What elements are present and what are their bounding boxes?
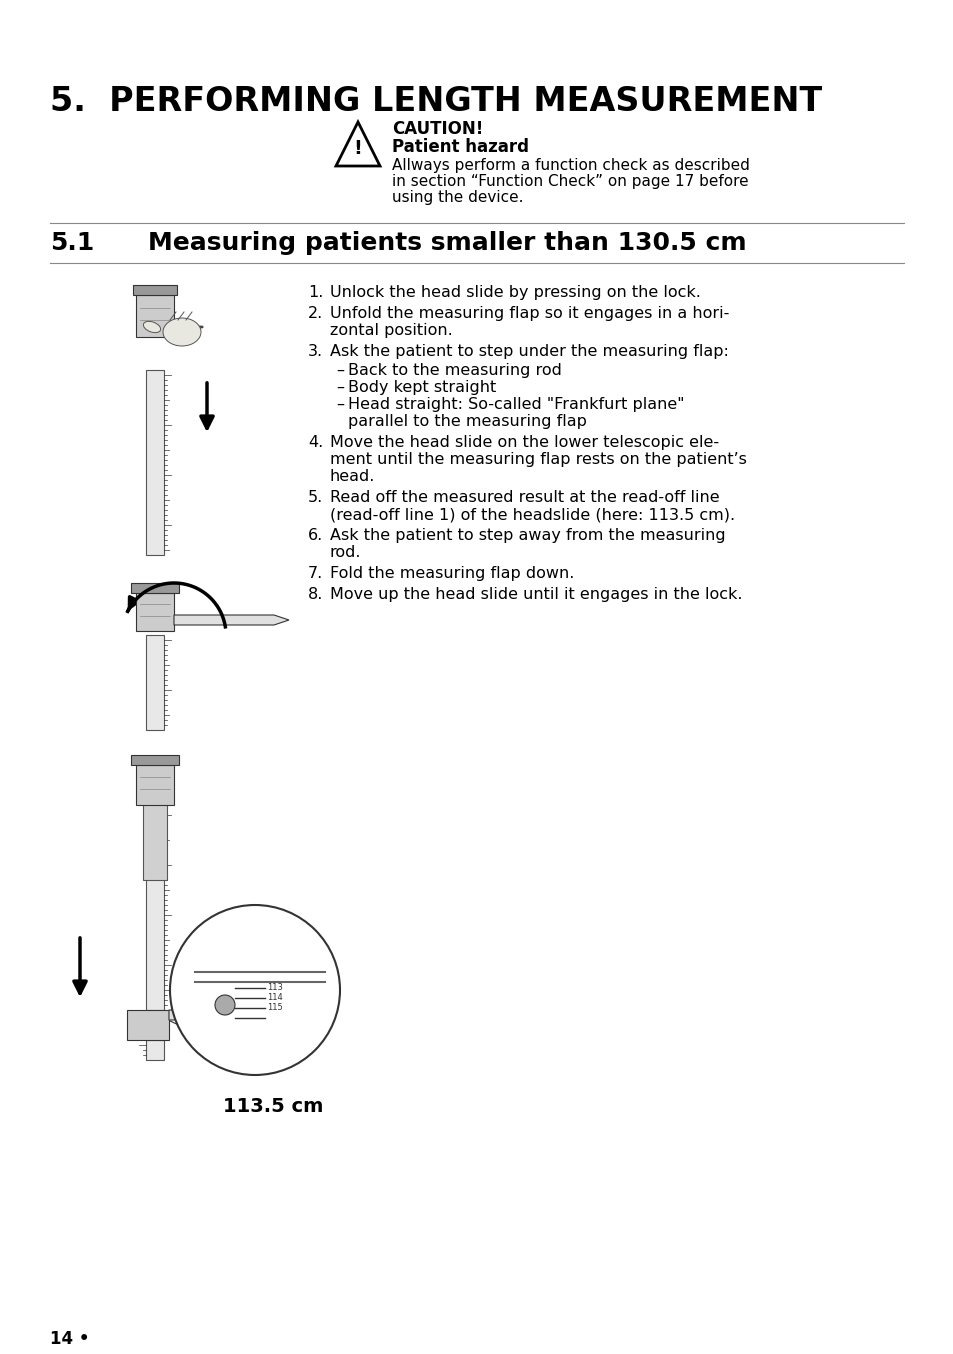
FancyBboxPatch shape (146, 635, 164, 730)
FancyBboxPatch shape (136, 765, 173, 806)
Text: Unlock the head slide by pressing on the lock.: Unlock the head slide by pressing on the… (330, 284, 700, 301)
Circle shape (214, 995, 234, 1016)
Text: parallel to the measuring flap: parallel to the measuring flap (348, 414, 586, 429)
FancyBboxPatch shape (127, 1010, 169, 1040)
Text: 5.  PERFORMING LENGTH MEASUREMENT: 5. PERFORMING LENGTH MEASUREMENT (50, 85, 821, 118)
Text: using the device.: using the device. (392, 190, 523, 204)
Text: !: ! (354, 139, 362, 158)
Text: 114: 114 (267, 994, 282, 1002)
Text: Ask the patient to step away from the measuring: Ask the patient to step away from the me… (330, 528, 725, 543)
FancyBboxPatch shape (132, 284, 177, 295)
Text: (read-off line 1) of the headslide (here: 113.5 cm).: (read-off line 1) of the headslide (here… (330, 506, 735, 523)
FancyBboxPatch shape (146, 370, 164, 555)
Polygon shape (173, 615, 289, 626)
Text: rod.: rod. (330, 546, 361, 561)
Text: Unfold the measuring flap so it engages in a hori-: Unfold the measuring flap so it engages … (330, 306, 729, 321)
Text: zontal position.: zontal position. (330, 324, 453, 338)
Text: 113.5 cm: 113.5 cm (223, 1097, 323, 1116)
FancyBboxPatch shape (131, 584, 179, 593)
Text: CAUTION!: CAUTION! (392, 121, 483, 138)
FancyBboxPatch shape (131, 756, 179, 765)
Text: –: – (335, 380, 344, 395)
Text: Measuring patients smaller than 130.5 cm: Measuring patients smaller than 130.5 cm (148, 232, 746, 255)
Ellipse shape (143, 321, 160, 333)
Text: Move the head slide on the lower telescopic ele-: Move the head slide on the lower telesco… (330, 435, 719, 450)
Text: Allways perform a function check as described: Allways perform a function check as desc… (392, 158, 749, 173)
Text: Back to the measuring rod: Back to the measuring rod (348, 363, 561, 378)
Text: 2.: 2. (308, 306, 323, 321)
Text: 115: 115 (267, 1003, 282, 1013)
Text: Fold the measuring flap down.: Fold the measuring flap down. (330, 566, 574, 581)
Text: 4.: 4. (308, 435, 323, 450)
Text: 113: 113 (267, 983, 283, 992)
Ellipse shape (163, 318, 201, 347)
Text: 14 •: 14 • (50, 1330, 90, 1349)
Text: Read off the measured result at the read-off line: Read off the measured result at the read… (330, 490, 719, 505)
Text: 8.: 8. (308, 588, 323, 603)
Text: –: – (335, 397, 344, 412)
Text: Ask the patient to step under the measuring flap:: Ask the patient to step under the measur… (330, 344, 728, 359)
Text: Patient hazard: Patient hazard (392, 138, 529, 156)
Text: –: – (335, 363, 344, 378)
FancyBboxPatch shape (136, 295, 173, 337)
Text: 5.1: 5.1 (50, 232, 94, 255)
Text: in section “Function Check” on page 17 before: in section “Function Check” on page 17 b… (392, 175, 748, 190)
Text: Body kept straight: Body kept straight (348, 380, 496, 395)
Polygon shape (169, 1010, 284, 1020)
Text: Move up the head slide until it engages in the lock.: Move up the head slide until it engages … (330, 588, 741, 603)
Text: 3.: 3. (308, 344, 323, 359)
FancyBboxPatch shape (136, 593, 173, 631)
Text: head.: head. (330, 468, 375, 483)
FancyBboxPatch shape (146, 1040, 164, 1060)
Text: 5.: 5. (308, 490, 323, 505)
FancyBboxPatch shape (143, 760, 167, 880)
Circle shape (170, 904, 339, 1075)
Text: 6.: 6. (308, 528, 323, 543)
Text: Head straight: So-called "Frankfurt plane": Head straight: So-called "Frankfurt plan… (348, 397, 684, 412)
FancyBboxPatch shape (146, 760, 164, 1010)
Text: 1.: 1. (308, 284, 323, 301)
Text: 7.: 7. (308, 566, 323, 581)
Text: ment until the measuring flap rests on the patient’s: ment until the measuring flap rests on t… (330, 452, 746, 467)
